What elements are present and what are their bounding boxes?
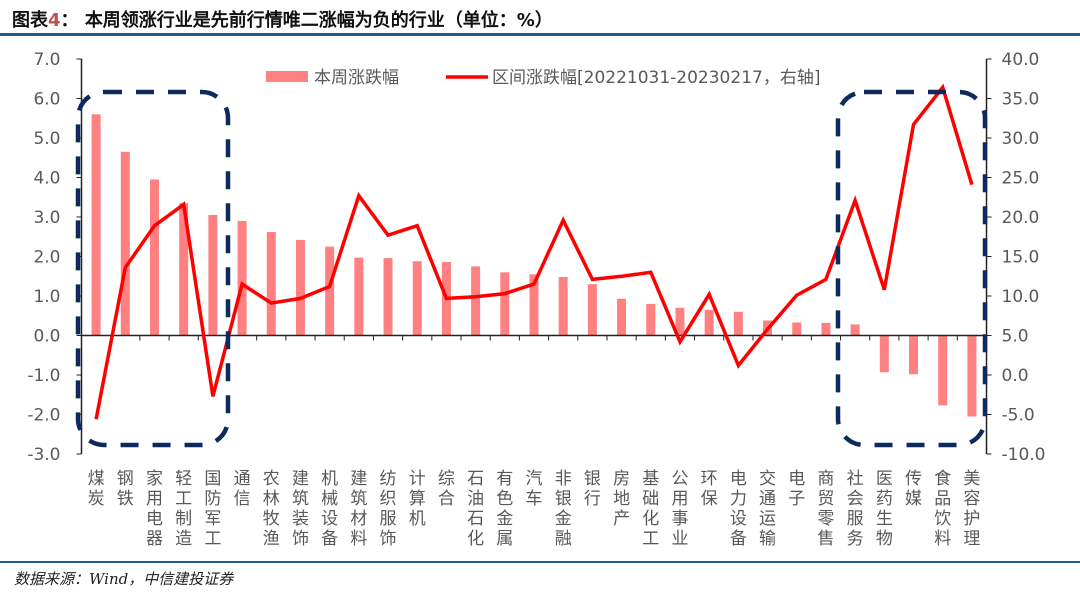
bar-食品饮料 [938,335,948,406]
category-label: 非银金融 [555,469,572,549]
category-label: 有色金属 [496,469,513,549]
category-label: 计算机 [409,469,426,529]
right-tick-label: 5.0 [1002,327,1029,347]
bar-国防军工 [208,215,218,336]
legend-bar-label: 本周涨跌幅 [314,68,399,88]
category-label: 综合 [438,469,455,509]
left-tick-label: 4.0 [33,169,60,189]
right-tick-label: 10.0 [1002,287,1040,307]
category-label: 煤炭 [88,469,105,509]
bar-房地产 [617,298,627,336]
bar-传媒 [909,335,919,375]
category-label: 家用电器 [146,469,163,549]
category-label: 通信 [234,469,251,509]
right-tick-label: -5.0 [1002,406,1035,426]
category-label: 房地产 [613,469,630,529]
category-label: 石油石化 [467,469,484,549]
category-label: 机械设备 [321,469,338,549]
left-tick-label: 0.0 [33,327,60,347]
bar-建筑材料 [354,257,364,336]
bar-家用电器 [149,179,159,336]
bar-机械设备 [325,246,335,336]
left-tick-label: -2.0 [27,406,60,426]
right-tick-label: 40.0 [1002,50,1040,70]
bar-基础化工 [646,303,656,336]
category-label: 汽车 [526,469,543,509]
category-label: 交通运输 [759,469,776,549]
category-label: 电力设备 [730,469,747,549]
title-sep: ： [60,10,79,31]
left-tick-label: 3.0 [33,208,60,228]
left-tick-label: -1.0 [27,366,60,386]
bar-煤炭 [91,114,101,336]
category-label: 公用事业 [671,469,688,549]
right-tick-label: -10.0 [1002,445,1046,465]
category-label: 农林牧渔 [263,469,280,549]
bar-计算机 [412,261,422,336]
right-tick-label: 0.0 [1002,366,1029,386]
bar-纺织服饰 [383,258,393,336]
category-label: 环保 [701,469,718,509]
bar-通信 [237,220,247,336]
left-tick-label: -3.0 [27,445,60,465]
category-label: 电子 [788,469,805,509]
category-label: 商贸零售 [817,469,834,549]
bar-商贸零售 [821,322,831,336]
bar-农林牧渔 [266,232,276,336]
title-text: 本周领涨行业是先前行情唯二涨幅为负的行业（单位：%） [84,10,553,31]
left-tick-label: 1.0 [33,287,60,307]
category-label: 医药生物 [876,469,893,549]
left-tick-label: 7.0 [33,50,60,70]
bar-电力设备 [733,311,743,336]
category-label: 建筑材料 [350,469,367,549]
bar-美容护理 [967,335,977,417]
title-number: 4 [48,10,61,31]
left-tick-label: 2.0 [33,248,60,268]
category-label: 社会服务 [847,469,864,549]
bar-公用事业 [675,307,685,336]
title-rule [0,33,1080,36]
source-note: 数据来源：Wind，中信建投证券 [14,570,234,588]
bar-医药生物 [879,335,889,373]
bar-轻工制造 [179,203,189,336]
category-label: 银行 [584,469,601,509]
title-prefix: 图表 [12,10,48,31]
legend-bar-swatch [266,71,308,82]
chart-title: 图表4： 本周领涨行业是先前行情唯二涨幅为负的行业（单位：%） [12,6,553,32]
bar-有色金属 [500,272,510,336]
footer-rule [0,561,1080,563]
legend-line-label: 区间涨跌幅[20221031-20230217，右轴] [492,68,820,88]
right-tick-label: 30.0 [1002,129,1040,149]
right-tick-label: 25.0 [1002,169,1040,189]
bar-钢铁 [120,151,130,336]
bar-建筑装饰 [295,239,305,336]
category-label: 轻工制造 [175,469,192,549]
category-label: 钢铁 [117,469,134,509]
bar-石油石化 [471,266,481,336]
bar-电子 [792,322,802,336]
highlight-box-left [75,89,231,448]
category-label: 基础化工 [642,469,659,549]
bar-银行 [587,284,597,336]
bar-环保 [704,309,714,336]
right-tick-label: 15.0 [1002,248,1040,268]
right-tick-label: 20.0 [1002,208,1040,228]
category-label: 传媒 [905,469,922,509]
category-label: 建筑装饰 [292,469,309,549]
left-tick-label: 6.0 [33,90,60,110]
category-label: 美容护理 [963,469,980,549]
category-label: 纺织服饰 [380,469,397,549]
bar-非银金融 [558,277,568,336]
left-tick-label: 5.0 [33,129,60,149]
bar-社会服务 [850,324,860,336]
category-label: 食品饮料 [934,469,951,549]
highlight-box-right [835,89,988,448]
bar-汽车 [529,274,539,336]
category-label: 国防军工 [204,469,221,549]
right-tick-label: 35.0 [1002,90,1040,110]
